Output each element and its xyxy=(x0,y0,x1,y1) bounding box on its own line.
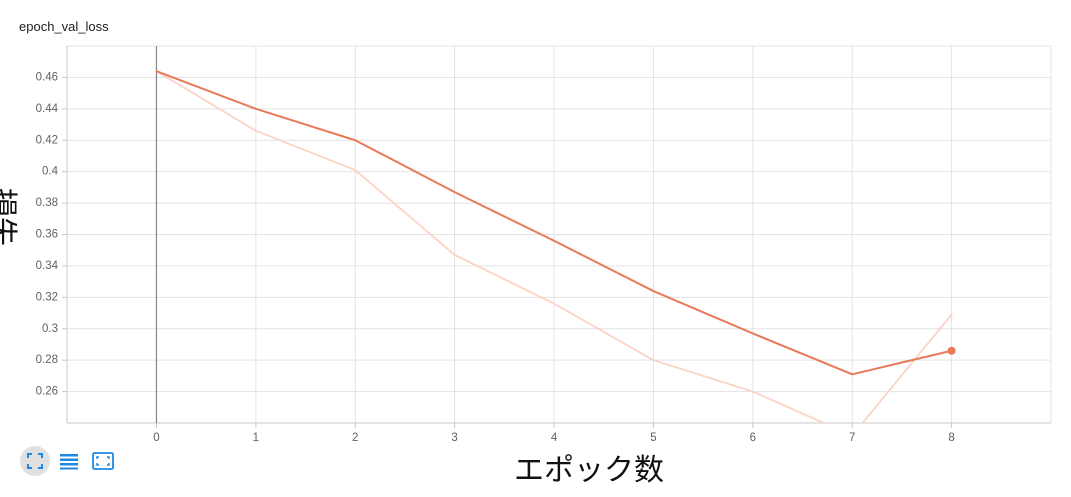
toggle-y-log-button[interactable] xyxy=(54,446,84,476)
chart-toolbar xyxy=(20,446,118,476)
x-tick-label: 3 xyxy=(451,432,457,444)
y-tick-label: 0.26 xyxy=(36,386,58,398)
y-tick-label: 0.28 xyxy=(36,354,58,366)
fullscreen-button[interactable] xyxy=(20,446,50,476)
series-layer xyxy=(155,70,953,423)
y-tick-label: 0.34 xyxy=(36,260,59,272)
last-point-marker xyxy=(947,346,956,355)
y-tick-label: 0.42 xyxy=(36,134,58,146)
x-tick-label: 8 xyxy=(948,432,954,444)
y-tick-label: 0.32 xyxy=(36,291,58,303)
x-tick-label: 1 xyxy=(253,432,259,444)
x-tick-label: 2 xyxy=(352,432,358,444)
grid-layer xyxy=(67,45,1052,423)
y-tick-label: 0.44 xyxy=(36,103,59,115)
y-tick-label: 0.38 xyxy=(36,197,58,209)
series-line-raw xyxy=(155,70,953,423)
y-tick-label: 0.36 xyxy=(36,229,58,241)
chart-title: epoch_val_loss xyxy=(19,19,109,34)
tick-labels: 0.26 0.28 0.3 0.32 0.34 0.36 0.38 0.4 0.42 0.44 0.… xyxy=(36,71,955,444)
y-tick-label: 0.46 xyxy=(36,71,58,83)
marker-layer xyxy=(947,346,956,355)
legend-lines-icon xyxy=(60,454,78,470)
x-tick-label: 6 xyxy=(750,432,756,444)
fit-domain-icon xyxy=(92,452,114,470)
series-line-smoothed xyxy=(155,70,953,376)
x-tick-label: 4 xyxy=(551,432,558,444)
y-tick-label: 0.4 xyxy=(42,166,59,178)
x-tick-label: 7 xyxy=(849,432,855,444)
axis-layer xyxy=(62,46,1051,428)
fit-domain-button[interactable] xyxy=(88,446,118,476)
fullscreen-icon xyxy=(27,453,43,469)
x-tick-label: 0 xyxy=(153,432,159,444)
y-axis-title: 損失 xyxy=(0,188,20,246)
x-tick-label: 5 xyxy=(650,432,656,444)
y-tick-label: 0.3 xyxy=(42,323,58,335)
x-axis-title: エポック数 xyxy=(514,453,664,488)
